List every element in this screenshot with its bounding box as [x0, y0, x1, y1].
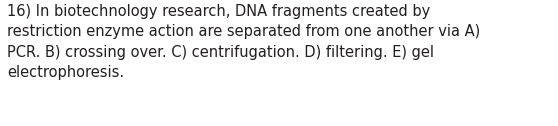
Text: 16) In biotechnology research, DNA fragments created by
restriction enzyme actio: 16) In biotechnology research, DNA fragm…: [7, 4, 480, 80]
